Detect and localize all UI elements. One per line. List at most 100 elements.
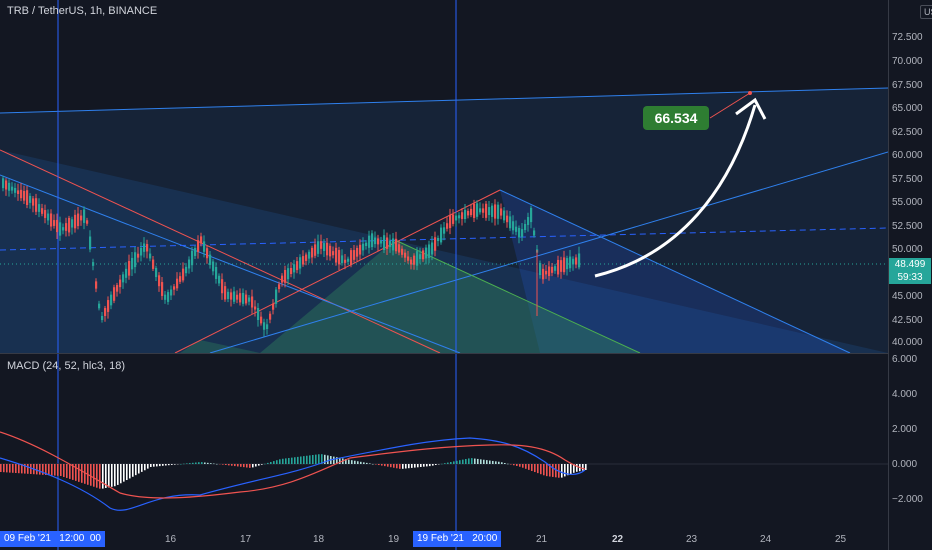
candle bbox=[101, 315, 104, 321]
histogram-bar bbox=[108, 464, 110, 488]
candle bbox=[299, 257, 302, 269]
histogram-bar bbox=[270, 462, 272, 464]
histogram-bar bbox=[246, 464, 248, 468]
histogram-bar bbox=[459, 460, 461, 464]
histogram-bar bbox=[168, 464, 170, 466]
candle bbox=[38, 204, 41, 212]
candle bbox=[158, 275, 161, 287]
candle bbox=[578, 253, 581, 268]
candle bbox=[257, 307, 260, 321]
candle bbox=[221, 279, 224, 294]
histogram-bar bbox=[255, 464, 257, 467]
histogram-bar bbox=[237, 464, 239, 467]
macd-indicator-label[interactable]: MACD (24, 52, hlc3, 18) bbox=[7, 360, 125, 372]
histogram-bar bbox=[327, 455, 329, 464]
candle bbox=[398, 244, 401, 253]
price-chart[interactable] bbox=[0, 0, 888, 550]
histogram-bar bbox=[474, 458, 476, 464]
candle bbox=[470, 208, 473, 216]
candle bbox=[89, 236, 92, 250]
candle bbox=[269, 313, 272, 320]
candle bbox=[191, 250, 194, 266]
histogram-bar bbox=[261, 464, 263, 465]
histogram-bar bbox=[18, 464, 20, 474]
candle bbox=[2, 178, 5, 189]
signal-line bbox=[0, 431, 586, 499]
candle bbox=[224, 286, 227, 300]
price-tick: 55.000 bbox=[892, 197, 923, 208]
histogram-bar bbox=[528, 464, 530, 470]
histogram-bar bbox=[420, 464, 422, 467]
candle bbox=[392, 238, 395, 251]
candle bbox=[419, 254, 422, 259]
candle bbox=[203, 241, 206, 252]
histogram-bar bbox=[51, 464, 53, 476]
time-tick: 19 bbox=[388, 534, 400, 545]
candle bbox=[152, 259, 155, 269]
histogram-bar bbox=[417, 464, 419, 468]
candle bbox=[293, 264, 296, 273]
histogram-bar bbox=[129, 464, 131, 479]
candle bbox=[32, 198, 35, 206]
price-tick: 57.500 bbox=[892, 174, 923, 185]
candle bbox=[446, 223, 449, 229]
candle bbox=[317, 241, 320, 254]
candle bbox=[251, 296, 254, 308]
candles bbox=[2, 175, 581, 337]
candle bbox=[485, 203, 488, 218]
histogram-bar bbox=[57, 464, 59, 476]
candle bbox=[164, 294, 167, 300]
candle bbox=[8, 182, 11, 191]
histogram-bar bbox=[15, 464, 17, 473]
histogram-bar bbox=[375, 464, 377, 465]
candle bbox=[227, 291, 230, 299]
candle bbox=[236, 294, 239, 300]
candle bbox=[242, 292, 245, 304]
candle bbox=[314, 244, 317, 256]
histogram-bar bbox=[519, 464, 521, 467]
histogram-bar bbox=[180, 464, 182, 465]
histogram-bar bbox=[216, 463, 218, 465]
histogram-bar bbox=[93, 464, 95, 487]
candle bbox=[458, 215, 461, 219]
falling-wedge-zone bbox=[0, 150, 888, 353]
histogram-bar bbox=[252, 464, 254, 468]
candle bbox=[173, 286, 176, 290]
candle bbox=[335, 247, 338, 263]
histogram-bar bbox=[537, 464, 539, 474]
candle bbox=[518, 227, 521, 238]
time-tick: 18 bbox=[313, 534, 325, 545]
histogram-bar bbox=[105, 464, 107, 488]
histogram-bar bbox=[138, 464, 140, 474]
candle bbox=[176, 278, 179, 289]
candle bbox=[542, 268, 545, 280]
candle bbox=[461, 212, 464, 219]
histogram-bar bbox=[561, 464, 563, 478]
candle bbox=[77, 213, 80, 227]
histogram-bar bbox=[66, 464, 68, 478]
candle bbox=[362, 243, 365, 251]
candle bbox=[128, 261, 131, 276]
candle bbox=[428, 244, 431, 258]
candle bbox=[50, 213, 53, 227]
pane-separator[interactable] bbox=[0, 353, 888, 354]
candle bbox=[434, 237, 437, 251]
histogram-bar bbox=[141, 464, 143, 472]
candle bbox=[155, 267, 158, 278]
currency-label[interactable]: USDT bbox=[920, 5, 932, 19]
histogram-bar bbox=[489, 460, 491, 464]
candle bbox=[41, 208, 44, 214]
candle bbox=[401, 248, 404, 255]
candle bbox=[386, 237, 389, 249]
histogram-bar bbox=[198, 462, 200, 464]
histogram-bar bbox=[84, 464, 86, 484]
candle bbox=[575, 257, 578, 265]
candle bbox=[179, 276, 182, 282]
candle bbox=[83, 209, 86, 223]
price-tick: 65.000 bbox=[892, 103, 923, 114]
candle bbox=[239, 293, 242, 303]
candle bbox=[497, 204, 500, 219]
candle bbox=[95, 281, 98, 289]
time-tick: 17 bbox=[240, 534, 252, 545]
histogram-bar bbox=[273, 461, 275, 464]
